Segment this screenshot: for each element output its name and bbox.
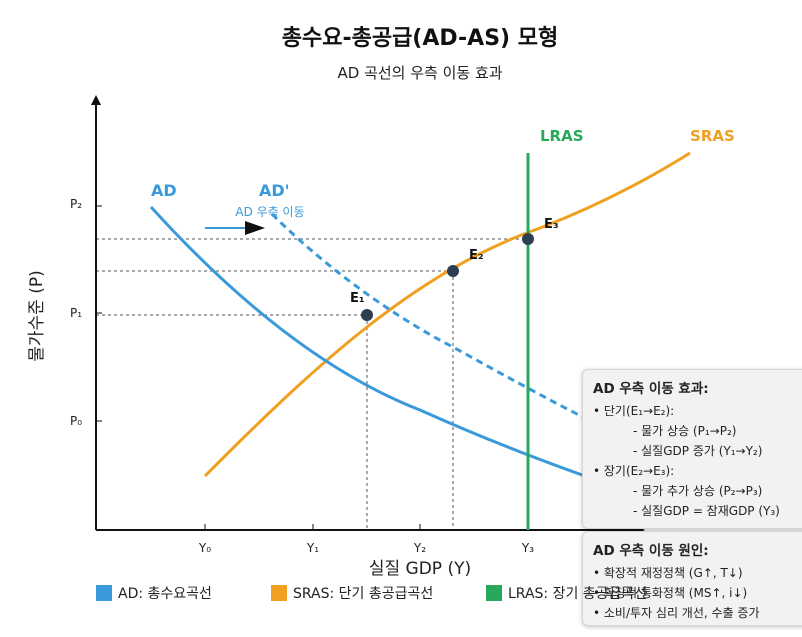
point-e2	[447, 265, 459, 277]
x-tick-label-2: Y₂	[413, 541, 426, 555]
legend-swatch-lras	[486, 585, 502, 601]
y-tick-label-1: P₁	[70, 306, 82, 320]
legend-item-lras: LRAS: 장기 총공급곡선	[486, 583, 647, 603]
ad-curve	[149, 205, 586, 478]
legend-label-lras: LRAS: 장기 총공급곡선	[508, 586, 648, 602]
cause-box-title: AD 우측 이동 원인:	[593, 543, 709, 559]
ad-shifted-curve	[270, 212, 586, 420]
legend-label-ad: AD: 총수요곡선	[118, 586, 212, 602]
effect-line-4: • 장기(E₂→E₃):	[593, 464, 675, 478]
sras-curve	[203, 151, 691, 478]
cause-line-3: • 소비/투자 심리 개선, 수출 증가	[593, 606, 760, 620]
legend-item-sras: SRAS: 단기 총공급곡선	[271, 583, 433, 603]
y-tick-label-0: P₀	[70, 414, 82, 428]
page-title: 총수요-총공급(AD-AS) 모형	[281, 26, 559, 51]
x-tick-label-1: Y₁	[306, 541, 319, 555]
x-axis-label: 실질 GDP (Y)	[369, 559, 471, 579]
cause-line-2: • 확장적 통화정책 (MS↑, i↓)	[593, 586, 748, 600]
y-tick-label-2: P₂	[70, 197, 82, 211]
effect-line-5: - 물가 추가 상승 (P₂→P₃)	[633, 484, 763, 498]
ad-shifted-label: AD'	[259, 181, 290, 200]
x-tick-label-3: Y₃	[521, 541, 534, 555]
effect-line-2: - 물가 상승 (P₁→P₂)	[633, 424, 737, 438]
cause-line-1: • 확장적 재정정책 (G↑, T↓)	[593, 566, 743, 580]
y-axis-label: 물가수준 (P)	[27, 270, 47, 361]
point-e3-label: E₃	[544, 217, 559, 232]
lras-label: LRAS	[540, 127, 584, 145]
legend-swatch-ad	[96, 585, 112, 601]
point-e1-label: E₁	[350, 291, 365, 306]
point-e3	[522, 233, 534, 245]
cause-info-box: AD 우측 이동 원인: • 확장적 재정정책 (G↑, T↓) • 확장적 통…	[582, 531, 802, 626]
legend-item-ad: AD: 총수요곡선	[96, 583, 212, 603]
legend-label-sras: SRAS: 단기 총공급곡선	[293, 586, 434, 602]
effect-box-title: AD 우측 이동 효과:	[593, 381, 709, 397]
effect-line-6: - 실질GDP = 잠재GDP (Y₃)	[633, 504, 780, 518]
point-e1	[361, 309, 373, 321]
legend-swatch-sras	[271, 585, 287, 601]
page-subtitle: AD 곡선의 우측 이동 효과	[337, 64, 503, 82]
sras-label: SRAS	[690, 127, 735, 145]
ad-label: AD	[151, 181, 177, 200]
shift-label: AD 우측 이동	[235, 205, 304, 219]
point-e2-label: E₂	[469, 248, 484, 263]
effect-info-box: AD 우측 이동 효과: • 단기(E₁→E₂): - 물가 상승 (P₁→P₂…	[582, 369, 802, 529]
x-tick-label-0: Y₀	[198, 541, 211, 555]
shift-arrow-head	[245, 221, 265, 235]
effect-line-1: • 단기(E₁→E₂):	[593, 404, 675, 418]
effect-line-3: - 실질GDP 증가 (Y₁→Y₂)	[633, 444, 763, 458]
